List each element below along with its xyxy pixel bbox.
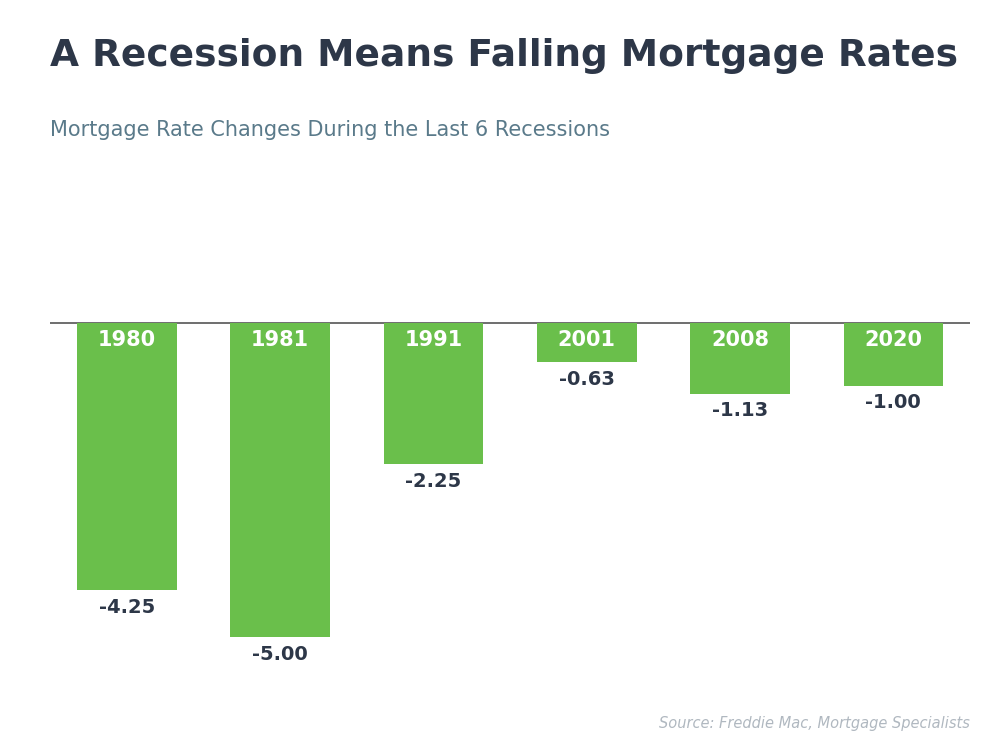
Text: 2001: 2001 <box>558 330 616 350</box>
Text: Mortgage Rate Changes During the Last 6 Recessions: Mortgage Rate Changes During the Last 6 … <box>50 120 610 140</box>
Text: -4.25: -4.25 <box>99 598 155 616</box>
Text: -1.00: -1.00 <box>865 393 921 412</box>
Bar <box>230 322 330 638</box>
Text: 1991: 1991 <box>404 330 462 350</box>
Text: -1.13: -1.13 <box>712 401 768 420</box>
Text: 1981: 1981 <box>251 330 309 350</box>
Bar <box>537 322 637 362</box>
Text: A Recession Means Falling Mortgage Rates: A Recession Means Falling Mortgage Rates <box>50 38 958 74</box>
Text: -2.25: -2.25 <box>405 472 461 490</box>
Text: 1980: 1980 <box>98 330 156 350</box>
Bar <box>844 322 943 386</box>
Text: -0.63: -0.63 <box>559 370 615 389</box>
Text: -5.00: -5.00 <box>252 645 308 664</box>
Text: 2008: 2008 <box>711 330 769 350</box>
Text: Source: Freddie Mac, Mortgage Specialists: Source: Freddie Mac, Mortgage Specialist… <box>659 716 970 731</box>
Bar <box>77 322 176 590</box>
Bar <box>690 322 790 394</box>
Text: 2020: 2020 <box>864 330 922 350</box>
Bar <box>384 322 483 464</box>
